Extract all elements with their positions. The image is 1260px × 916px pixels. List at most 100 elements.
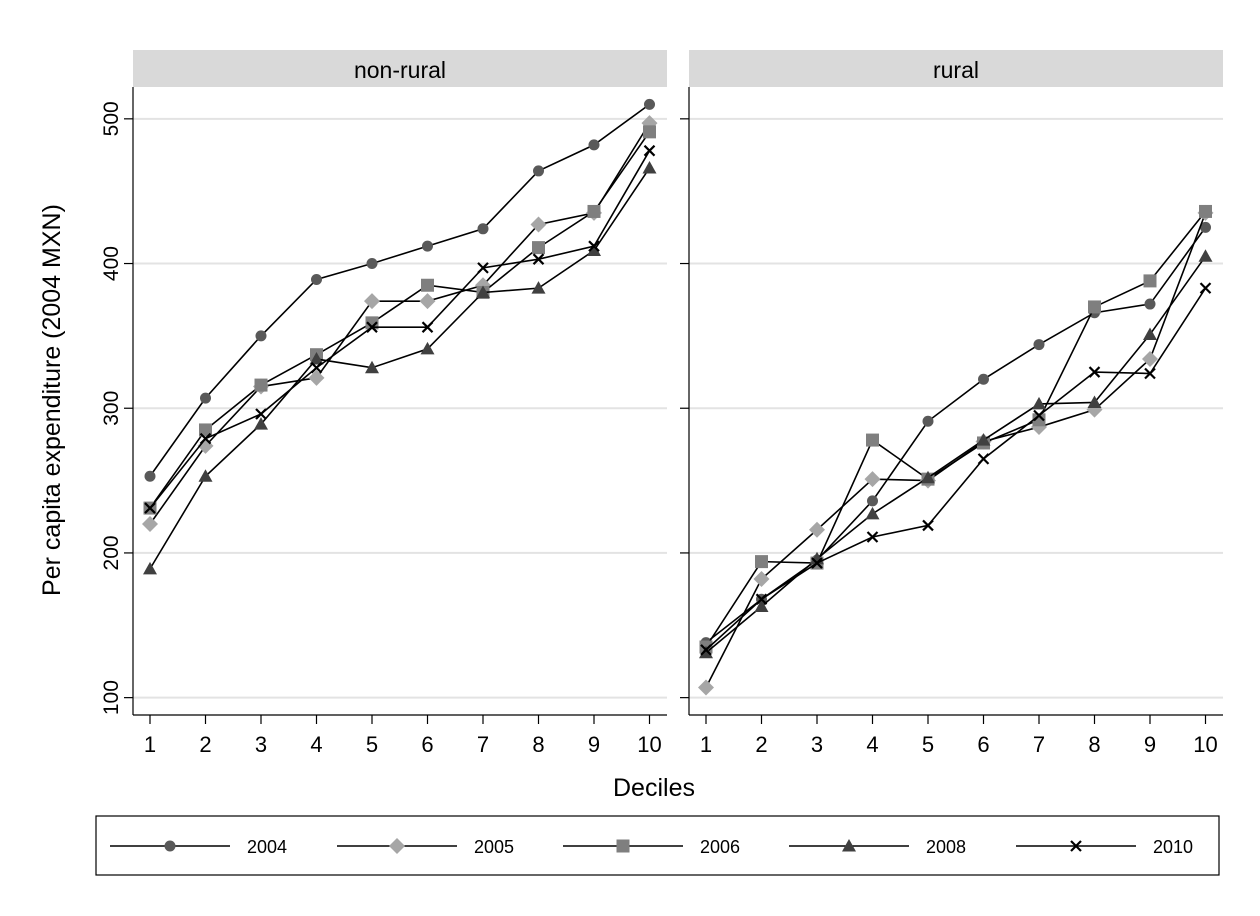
- data-point: [978, 373, 989, 385]
- data-point: [643, 125, 656, 139]
- x-tick-label: 10: [1193, 732, 1217, 757]
- data-point: [310, 361, 323, 374]
- data-point: [1032, 396, 1046, 410]
- legend-entry-2006: 2006: [563, 837, 740, 857]
- data-point: [1032, 413, 1046, 427]
- series-line: [705, 212, 1207, 688]
- x-tick-label: 8: [1088, 732, 1100, 757]
- data-point: [364, 293, 380, 310]
- x-tick-label: 5: [366, 732, 378, 757]
- legend-marker: [389, 838, 405, 854]
- legend: 2004 2005 2006 2008 2010: [95, 815, 1220, 876]
- data-point: [422, 240, 433, 252]
- x-tick-label: 7: [477, 732, 489, 757]
- data-point: [753, 570, 770, 587]
- data-point: [698, 679, 714, 696]
- series-2005: [698, 204, 1214, 696]
- x-axis-label: Deciles: [613, 774, 695, 802]
- data-point: [864, 471, 881, 488]
- data-point: [588, 240, 600, 252]
- series-2008: [699, 249, 1213, 659]
- x-tick-label: 7: [1033, 732, 1045, 757]
- series-line: [149, 131, 651, 509]
- data-point: [365, 316, 379, 330]
- x-tick-label: 2: [199, 732, 211, 757]
- panel-rural: rural 1 2 3 4 5 6 7 8 9 10: [680, 50, 1223, 757]
- y-tick-label: 400: [100, 246, 123, 281]
- data-point: [642, 161, 657, 174]
- x-tick-label: 6: [421, 732, 433, 757]
- series-2004: [700, 221, 1211, 649]
- panel-non-rural: non-rural 1 2 3 4 5 6 7 8 9 10 100 200 300 400 500: [100, 50, 667, 757]
- x-tick-label: 6: [977, 732, 989, 757]
- data-point: [533, 165, 544, 177]
- data-point: [255, 408, 267, 420]
- series-line: [149, 167, 651, 570]
- data-point: [700, 644, 712, 656]
- legend-label: 2004: [247, 837, 287, 857]
- data-point: [587, 204, 601, 218]
- legend-marker: [616, 839, 630, 853]
- legend-entry-2004: 2004: [110, 837, 287, 857]
- x-tick-label: 3: [811, 732, 823, 757]
- data-point: [366, 258, 378, 270]
- x-tick-label: 4: [310, 732, 322, 757]
- data-point: [421, 321, 434, 333]
- data-point: [365, 360, 379, 374]
- panel-title: rural: [933, 57, 979, 83]
- data-point: [420, 341, 435, 355]
- series-2006: [143, 125, 656, 515]
- data-point: [143, 561, 157, 575]
- data-point: [643, 144, 656, 157]
- x-tick-label: 9: [588, 732, 600, 757]
- series-2004: [144, 98, 655, 482]
- x-tick-label: 10: [637, 732, 661, 757]
- data-point: [754, 599, 769, 612]
- data-point: [1144, 367, 1156, 380]
- series-line: [149, 150, 651, 509]
- data-point: [144, 502, 156, 514]
- data-point: [1144, 298, 1156, 310]
- data-point: [532, 253, 545, 265]
- data-point: [198, 469, 213, 482]
- data-point: [1200, 221, 1211, 233]
- legend-marker: [1070, 840, 1082, 852]
- y-tick-label: 300: [100, 391, 123, 426]
- data-point: [476, 285, 490, 298]
- series-line: [149, 103, 650, 477]
- data-point: [308, 369, 325, 386]
- series-2006: [699, 204, 1212, 654]
- data-point: [865, 506, 880, 520]
- series-2008: [143, 161, 657, 575]
- y-tick-label: 200: [100, 535, 123, 570]
- panel-strip: [133, 50, 667, 87]
- data-point: [254, 378, 268, 392]
- series-2010: [700, 282, 1212, 656]
- data-point: [419, 293, 436, 310]
- legend-marker: [164, 840, 176, 852]
- legend-entry-2010: 2010: [1016, 837, 1193, 857]
- data-point: [867, 495, 878, 507]
- x-tick-label: 3: [255, 732, 267, 757]
- data-point: [1088, 366, 1101, 378]
- data-point: [1199, 282, 1212, 294]
- data-point: [644, 98, 655, 110]
- series-line: [149, 122, 651, 525]
- data-point: [1142, 351, 1158, 368]
- legend-marker: [842, 839, 856, 852]
- x-tick-label: 1: [144, 732, 156, 757]
- data-point: [144, 470, 156, 482]
- data-point: [142, 515, 158, 532]
- data-point: [587, 243, 601, 257]
- data-point: [477, 223, 489, 235]
- series-2010: [144, 144, 656, 514]
- data-point: [200, 392, 211, 404]
- x-tick-label: 1: [700, 732, 712, 757]
- data-point: [532, 241, 545, 255]
- x-tick-label: 4: [866, 732, 878, 757]
- data-point: [1143, 327, 1157, 340]
- x-tick-label: 8: [532, 732, 544, 757]
- data-point: [1199, 204, 1212, 218]
- data-point: [699, 645, 713, 659]
